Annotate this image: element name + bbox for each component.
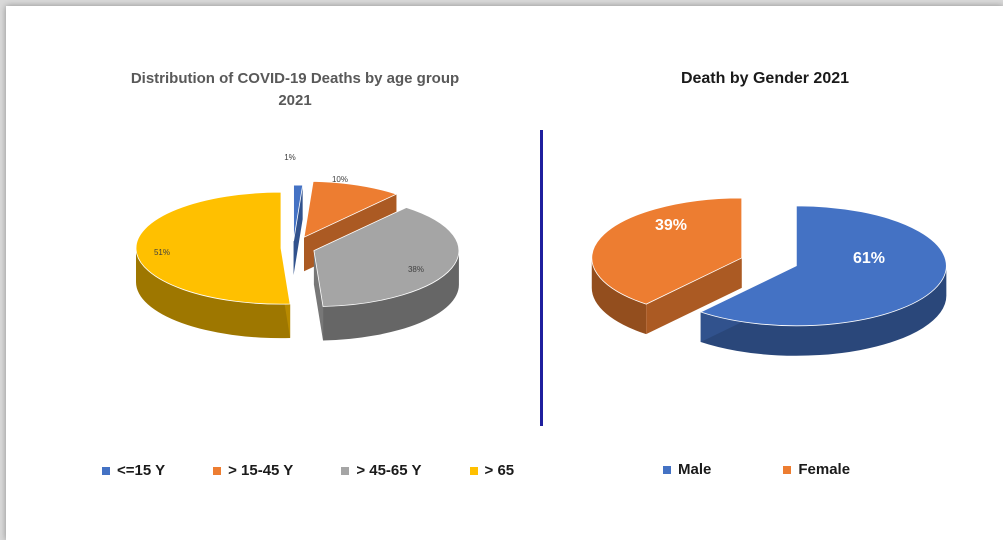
pie-slice-0 [293,184,304,276]
legend-item-age-1: > 15-45 Y [213,462,293,479]
age-chart-title: Distribution of COVID-19 Deaths by age g… [90,68,500,112]
legend-label: Male [678,461,712,478]
pie-slice-top [135,191,291,305]
legend-item-gender-0: Male [663,461,711,478]
legend-label: > 45-65 Y [356,462,422,479]
pie-data-label: 39% [655,217,687,234]
gender-chart-title: Death by Gender 2021 [680,70,850,87]
legend-swatch [469,466,478,475]
pie-slice-1 [591,197,743,335]
legend-item-age-0: <=15 Y [102,462,165,479]
pie-slice-side [700,265,947,356]
pie-slice-top [303,180,398,238]
pie-slice-top [699,205,947,327]
legend-item-age-2: > 45-65 Y [341,462,422,479]
pie-slice-top [313,207,460,307]
pie-data-label: 1% [284,153,296,162]
legend-label: > 65 [484,462,515,479]
legend-label: > 15-45 Y [228,462,294,479]
pie-slice-wall [646,257,742,335]
legend-swatch [102,466,110,475]
legend-label: <=15 Y [117,462,166,479]
pie-slice-wall [293,185,303,276]
gender-legend: Male Female [663,461,922,478]
chart-divider [540,130,543,426]
age-chart-subtitle: 2021 [278,92,312,109]
pie-data-label: 10% [332,175,348,184]
pie-slice-0 [699,205,947,356]
legend-label: Female [798,461,851,478]
age-legend: <=15 Y > 15-45 Y > 45-65 Y > 65 [102,462,562,479]
legend-item-age-3: > 65 [469,462,515,479]
pie-slice-3 [135,191,291,339]
age-pie-chart: 1% 10% 38% 51% [135,153,460,341]
pie-data-label: 38% [408,265,424,274]
legend-swatch [783,465,792,474]
pie-data-label: 61% [853,250,885,267]
legend-item-gender-1: Female [783,461,850,478]
pie-slice-wall [313,250,324,341]
pie-slice-side [591,257,647,335]
pie-slice-top [591,197,743,305]
pie-slice-top [293,184,304,242]
legend-swatch [213,466,222,475]
pie-slice-2 [313,207,460,341]
gender-pie-chart: 61% 39% [591,197,947,356]
pie-slice-side [136,248,291,339]
pie-data-label: 51% [154,248,170,257]
pie-slice-side [323,250,459,341]
legend-swatch [341,466,350,475]
legend-swatch [663,465,671,474]
age-chart-title-text: Distribution of COVID-19 Deaths by age g… [130,70,460,87]
